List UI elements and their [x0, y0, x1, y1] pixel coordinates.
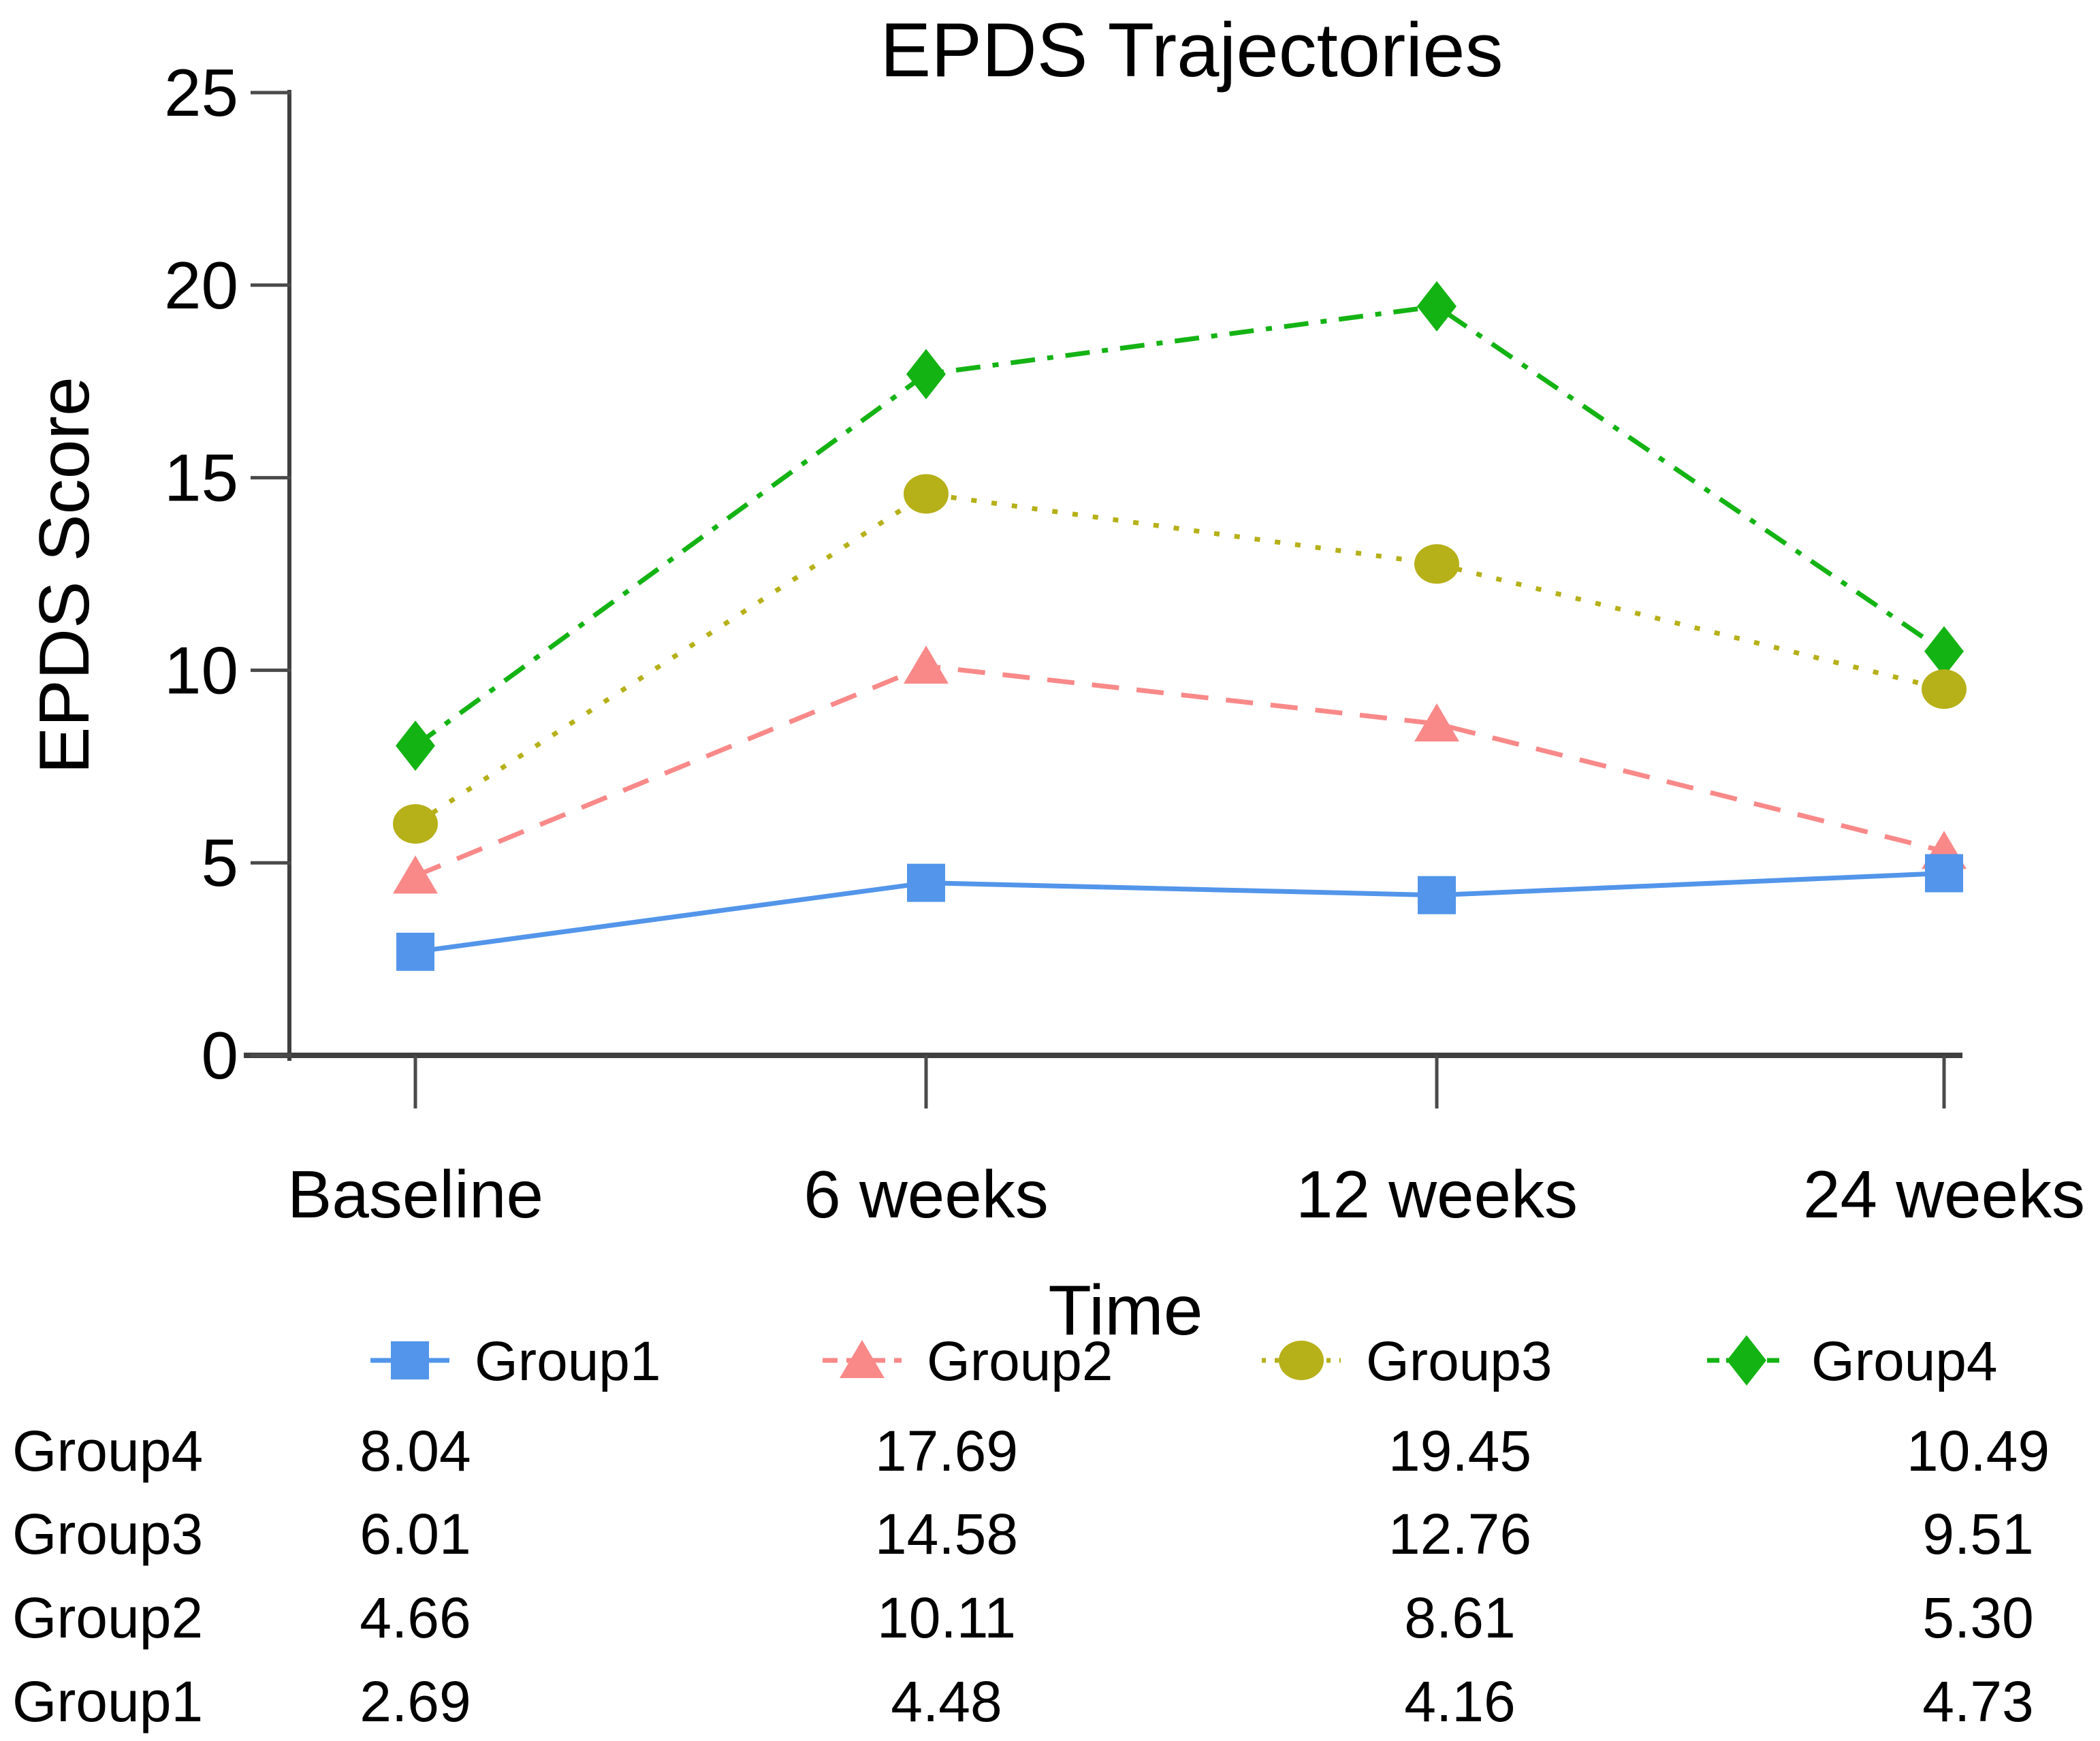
series-group4-line: [413, 304, 1945, 748]
table-cell-value: 19.45: [1388, 1419, 1531, 1483]
table-cell-value: 4.73: [1922, 1670, 2034, 1734]
y-tick-label: 10: [164, 633, 238, 707]
series-group4-marker: [1417, 281, 1457, 332]
y-tick-label: 25: [164, 55, 238, 130]
legend-item-group2: Group2: [823, 1330, 1113, 1392]
series-group4-marker: [396, 720, 435, 771]
table-cell-value: 4.66: [360, 1586, 471, 1650]
series-group3-marker: [904, 474, 949, 514]
legend-item-group3: Group3: [1262, 1330, 1553, 1392]
legend-item-group4: Group4: [1707, 1330, 1998, 1392]
table-row-group4: Group4 8.04 17.69 19.45 10.49: [12, 1419, 2050, 1483]
y-tick-label: 0: [201, 1018, 238, 1093]
series-group2-marker: [1414, 703, 1459, 742]
table-cell-value: 10.11: [877, 1586, 1016, 1650]
series-group1-marker: [907, 863, 945, 902]
series-group1-marker: [1418, 876, 1456, 914]
data-table: Group4 8.04 17.69 19.45 10.49 Group3 6.01 14.58…: [12, 1419, 2050, 1734]
series-group1-marker: [396, 932, 434, 971]
series-group3-marker: [1414, 544, 1459, 584]
legend-item-group1: Group1: [370, 1330, 661, 1392]
series-group4: [396, 281, 1964, 771]
table-cell-value: 4.48: [891, 1670, 1002, 1734]
legend-label: Group1: [475, 1330, 661, 1392]
legend-triangle-icon: [840, 1340, 885, 1378]
series-group1-marker: [1925, 854, 1963, 893]
table-cell-value: 5.30: [1922, 1586, 2034, 1650]
table-cell-value: 12.76: [1388, 1502, 1531, 1566]
y-tick-label: 20: [164, 248, 238, 323]
legend-square-icon: [391, 1341, 429, 1379]
table-cell-value: 8.61: [1404, 1586, 1516, 1650]
legend: Group1 Group2 Group3 Group4: [370, 1330, 1998, 1392]
table-cell-value: 9.51: [1922, 1502, 2034, 1566]
x-category-label: 12 weeks: [1296, 1157, 1578, 1232]
series-group3: [393, 474, 1967, 844]
table-row-label: Group2: [12, 1586, 203, 1650]
table-cell-value: 14.58: [875, 1502, 1018, 1566]
table-row-label: Group1: [12, 1670, 203, 1734]
chart-title: EPDS Trajectories: [880, 7, 1504, 93]
y-tick-label: 15: [164, 441, 238, 515]
legend-diamond-icon: [1727, 1335, 1766, 1386]
table-row-group2: Group2 4.66 10.11 8.61 5.30: [12, 1586, 2034, 1650]
y-axis-title: EPDS Score: [25, 377, 104, 774]
x-category-label: 6 weeks: [804, 1157, 1049, 1232]
table-cell-value: 6.01: [360, 1502, 471, 1566]
series-group3-marker: [1922, 669, 1967, 709]
axes: 0 5 10 15 20 25: [164, 55, 1962, 1108]
x-category-labels: Baseline 6 weeks 12 weeks 24 weeks: [287, 1157, 2085, 1232]
series-group1-line: [415, 870, 1945, 955]
series-group3-line: [414, 491, 1945, 827]
series-group1: [396, 854, 1963, 971]
series-group2-line: [414, 663, 1945, 878]
series-group2-marker: [393, 855, 438, 894]
x-category-label: 24 weeks: [1803, 1157, 2085, 1232]
table-row-label: Group4: [12, 1419, 203, 1483]
table-row-group1: Group1 2.69 4.48 4.16 4.73: [12, 1670, 2034, 1734]
series-group4-marker: [1924, 626, 1964, 677]
series-group2: [393, 645, 1967, 894]
y-tick-label: 5: [201, 825, 238, 900]
table-cell-value: 4.16: [1404, 1670, 1516, 1734]
table-cell-value: 8.04: [360, 1419, 471, 1483]
legend-label: Group3: [1366, 1330, 1553, 1392]
table-cell-value: 2.69: [360, 1670, 471, 1734]
x-category-label: Baseline: [287, 1157, 543, 1232]
table-cell-value: 17.69: [875, 1419, 1018, 1483]
series-group3-marker: [393, 804, 438, 844]
series-layer: [393, 281, 1967, 971]
series-group2-marker: [904, 645, 949, 684]
legend-label: Group4: [1811, 1330, 1998, 1392]
table-row-label: Group3: [12, 1502, 203, 1566]
x-axis-title: Time: [1048, 1271, 1203, 1350]
legend-circle-icon: [1279, 1341, 1324, 1380]
table-cell-value: 10.49: [1907, 1419, 2050, 1483]
table-row-group3: Group3 6.01 14.58 12.76 9.51: [12, 1502, 2034, 1566]
legend-label: Group2: [927, 1330, 1113, 1392]
series-group4-marker: [906, 349, 946, 400]
